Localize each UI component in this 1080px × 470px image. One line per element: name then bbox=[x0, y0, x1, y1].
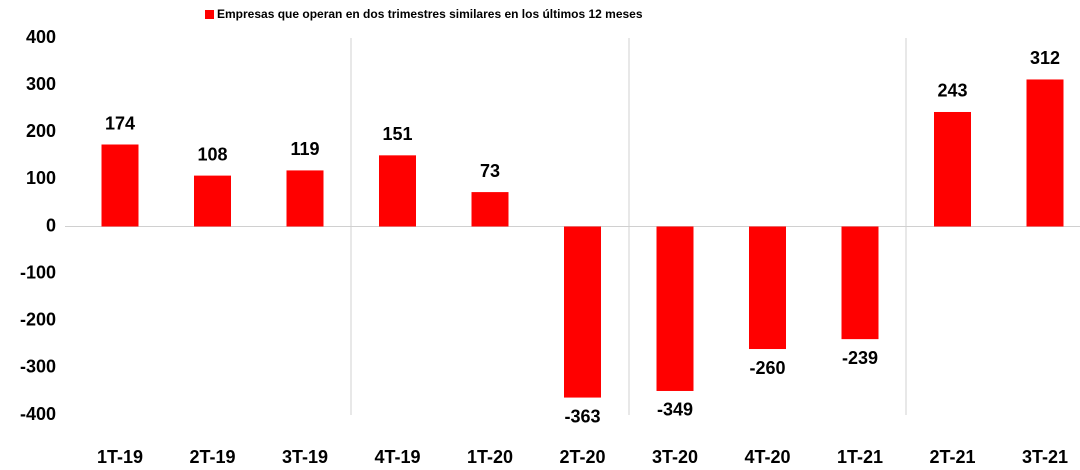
y-tick-label: 100 bbox=[26, 168, 56, 188]
x-tick-label: 3T-19 bbox=[282, 447, 328, 467]
x-tick-label: 1T-20 bbox=[467, 447, 513, 467]
data-label: -239 bbox=[842, 348, 878, 368]
data-label: 119 bbox=[290, 139, 319, 159]
legend-label: Empresas que operan en dos trimestres si… bbox=[217, 7, 643, 21]
y-tick-label: 400 bbox=[26, 27, 56, 47]
bar bbox=[194, 175, 231, 227]
bar bbox=[101, 144, 139, 227]
bar bbox=[379, 155, 416, 227]
legend-swatch bbox=[205, 10, 214, 19]
x-tick-label: 2T-20 bbox=[559, 447, 605, 467]
bar bbox=[749, 226, 786, 350]
bar bbox=[1026, 79, 1064, 227]
x-tick-label: 2T-21 bbox=[929, 447, 975, 467]
bar bbox=[564, 226, 601, 398]
data-label: 108 bbox=[197, 144, 227, 164]
x-tick-label: 3T-20 bbox=[652, 447, 698, 467]
bar bbox=[656, 226, 694, 391]
bar bbox=[841, 226, 879, 340]
y-tick-label: 300 bbox=[26, 74, 56, 94]
y-tick-label: 200 bbox=[26, 121, 56, 141]
bar bbox=[934, 111, 971, 227]
data-label: -363 bbox=[564, 406, 600, 426]
bar bbox=[471, 192, 509, 227]
data-label: -349 bbox=[657, 400, 693, 420]
data-label: 73 bbox=[480, 161, 500, 181]
x-tick-label: 1T-21 bbox=[837, 447, 883, 467]
x-tick-label: 4T-19 bbox=[374, 447, 420, 467]
y-tick-label: 0 bbox=[46, 215, 56, 235]
data-label: 312 bbox=[1030, 48, 1060, 68]
data-label: 151 bbox=[382, 124, 412, 144]
y-tick-label: -400 bbox=[20, 404, 56, 424]
y-tick-label: -300 bbox=[20, 357, 56, 377]
x-tick-label: 1T-19 bbox=[97, 447, 143, 467]
data-label: 243 bbox=[937, 81, 967, 101]
y-tick-label: -200 bbox=[20, 310, 56, 330]
x-tick-label: 2T-19 bbox=[189, 447, 235, 467]
data-label: -260 bbox=[749, 358, 785, 378]
data-label: 174 bbox=[105, 113, 135, 133]
bar bbox=[286, 170, 324, 227]
x-tick-label: 4T-20 bbox=[744, 447, 790, 467]
x-tick-label: 3T-21 bbox=[1022, 447, 1068, 467]
y-tick-label: -100 bbox=[20, 262, 56, 282]
